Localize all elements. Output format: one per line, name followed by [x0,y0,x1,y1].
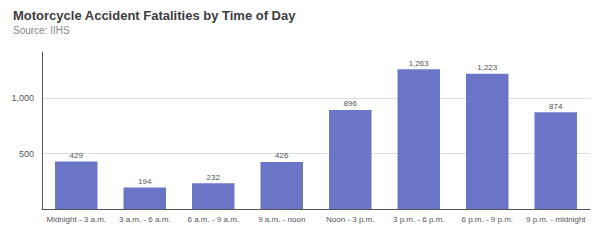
svg-text:Motorcycle Accident Fatalities: Motorcycle Accident Fatalities by Time o… [13,8,296,23]
svg-text:3 p.m. - 6 p.m.: 3 p.m. - 6 p.m. [393,215,445,224]
svg-text:194: 194 [138,177,152,186]
svg-text:896: 896 [344,99,358,108]
svg-text:Midnight - 3 a.m.: Midnight - 3 a.m. [46,215,106,224]
svg-text:232: 232 [207,173,221,182]
svg-text:429: 429 [70,151,84,160]
svg-text:1,000: 1,000 [11,93,34,103]
svg-text:1,263: 1,263 [409,59,430,68]
svg-text:Source: IIHS: Source: IIHS [13,25,70,36]
svg-text:426: 426 [275,151,289,160]
svg-text:9 p.m. - midnight: 9 p.m. - midnight [526,215,586,224]
svg-text:500: 500 [19,149,34,159]
svg-text:3 a.m. - 6 a.m.: 3 a.m. - 6 a.m. [119,215,171,224]
svg-text:874: 874 [549,102,563,111]
svg-text:6 a.m. - 9 a.m.: 6 a.m. - 9 a.m. [187,215,239,224]
svg-text:9 a.m. - noon: 9 a.m. - noon [258,215,305,224]
svg-text:1,223: 1,223 [477,63,498,72]
svg-text:Noon - 3 p.m.: Noon - 3 p.m. [326,215,374,224]
svg-text:6 p.m. - 9 p.m.: 6 p.m. - 9 p.m. [461,215,513,224]
